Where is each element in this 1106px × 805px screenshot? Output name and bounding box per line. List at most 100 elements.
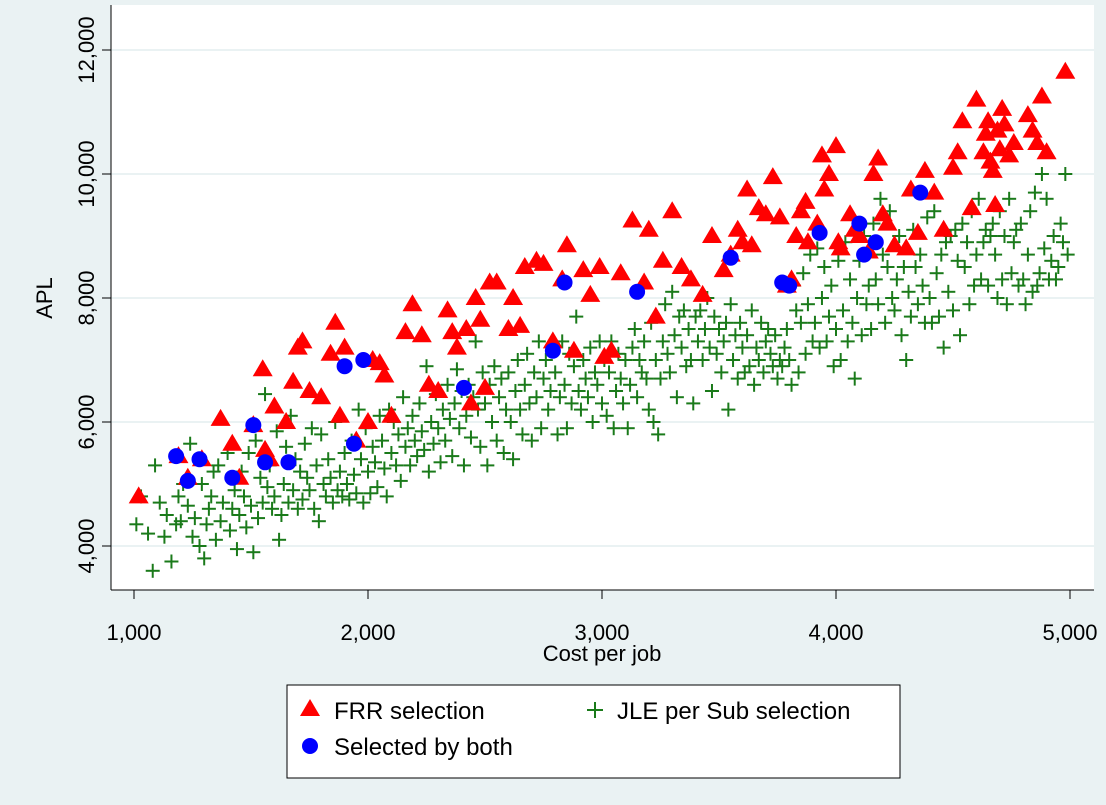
- axes: 4,000 6,000 8,000 10,000 12,000 1,000 2,000 3,0…: [74, 5, 1098, 645]
- jle-point-49: [269, 424, 284, 439]
- frr-point-68: [701, 226, 722, 243]
- jle-point-8: [164, 554, 179, 569]
- jle-point-134: [468, 334, 483, 349]
- frr-point-32: [428, 381, 449, 398]
- frr-point-20: [329, 405, 350, 423]
- frr-point-91: [830, 238, 851, 256]
- jle-point-202: [627, 322, 642, 336]
- frr-point-66: [680, 269, 701, 287]
- jle-point-218: [665, 284, 680, 299]
- jle-point-153: [513, 402, 528, 417]
- jle-point-256: [754, 315, 769, 330]
- jle-point-385: [1055, 235, 1070, 250]
- jle-point-295: [845, 315, 860, 330]
- jle-point-229: [690, 334, 705, 349]
- jle-point-247: [733, 315, 748, 330]
- jle-point-373: [1027, 185, 1042, 200]
- jle-point-380: [1044, 253, 1059, 268]
- jle-point-255: [751, 353, 766, 367]
- jle-point-3: [145, 563, 160, 578]
- jle-point-84: [351, 402, 366, 417]
- jle-point-201: [625, 340, 640, 355]
- jle-point-305: [868, 272, 883, 287]
- jle-point-234: [702, 340, 717, 355]
- jle-point-56: [286, 483, 301, 498]
- jle-point-288: [829, 322, 843, 336]
- jle-point-45: [260, 480, 275, 495]
- both-point-17: [811, 224, 828, 241]
- jle-point-127: [452, 421, 467, 436]
- jle-point-196: [613, 371, 628, 386]
- frr-point-51: [556, 235, 577, 253]
- jle-point-370: [1020, 247, 1035, 262]
- jle-point-17: [192, 539, 207, 553]
- jle-point-200: [623, 377, 638, 392]
- frr-point-96: [863, 164, 884, 181]
- jle-point-211: [648, 353, 663, 367]
- jle-point-60: [295, 492, 310, 507]
- jle-point-345: [962, 297, 977, 312]
- jle-point-93: [372, 408, 387, 423]
- frr-point-107: [943, 157, 963, 175]
- jle-point-85: [353, 452, 368, 467]
- x-tick-label-0: 1,000: [106, 620, 161, 645]
- jle-point-67: [311, 514, 326, 529]
- frr-point-119: [989, 139, 1010, 157]
- jle-point-155: [517, 377, 532, 392]
- frr-point-13: [283, 371, 304, 389]
- jle-point-371: [1023, 204, 1038, 219]
- frr-point-117: [985, 195, 1006, 212]
- jle-point-144: [492, 390, 507, 405]
- jle-point-68: [314, 427, 329, 442]
- frr-point-78: [769, 207, 790, 225]
- jle-point-217: [662, 365, 677, 380]
- jle-point-238: [712, 322, 726, 336]
- jle-point-31: [227, 483, 242, 498]
- jle-point-386: [1058, 167, 1073, 181]
- frr-point-77: [762, 167, 783, 185]
- jle-point-168: [548, 365, 563, 380]
- y-tick-label-0: 4,000: [74, 518, 99, 573]
- frr-point-86: [811, 145, 832, 163]
- jle-point-368: [1016, 272, 1031, 287]
- jle-point-72: [323, 470, 338, 485]
- jle-point-13: [180, 498, 195, 513]
- jle-point-14: [183, 436, 198, 451]
- jle-point-284: [819, 334, 834, 349]
- jle-point-112: [417, 442, 432, 457]
- both-point-18: [851, 215, 868, 232]
- jle-point-257: [756, 365, 771, 380]
- jle-point-138: [478, 396, 492, 411]
- jle-point-240: [716, 334, 731, 349]
- jle-point-61: [297, 436, 312, 451]
- jle-point-319: [901, 284, 916, 299]
- x-axis-title: Cost per job: [543, 641, 662, 666]
- frr-point-69: [713, 260, 734, 278]
- jle-point-126: [449, 362, 464, 377]
- jle-point-306: [871, 297, 886, 312]
- jle-point-310: [880, 260, 895, 274]
- jle-point-105: [400, 421, 415, 436]
- jle-point-381: [1046, 229, 1061, 243]
- data-points: [128, 61, 1076, 578]
- frr-point-5: [222, 433, 243, 451]
- jle-point-108: [407, 433, 422, 448]
- frr-point-12: [276, 412, 297, 429]
- jle-point-106: [403, 458, 418, 473]
- jle-point-73: [325, 495, 340, 510]
- both-point-20: [867, 234, 884, 251]
- frr-point-33: [437, 300, 458, 318]
- frr-point-111: [966, 89, 987, 107]
- frr-point-18: [320, 343, 341, 361]
- jle-point-154: [515, 427, 530, 442]
- jle-point-347: [967, 278, 982, 293]
- jle-point-88: [361, 464, 375, 479]
- jle-point-89: [363, 486, 378, 501]
- jle-point-38: [244, 498, 258, 513]
- jle-point-165: [541, 402, 556, 417]
- jle-point-374: [1030, 278, 1045, 293]
- frr-point-57: [601, 340, 622, 358]
- jle-point-281: [812, 340, 827, 355]
- frr-point-87: [814, 179, 835, 197]
- jle-point-115: [424, 415, 439, 429]
